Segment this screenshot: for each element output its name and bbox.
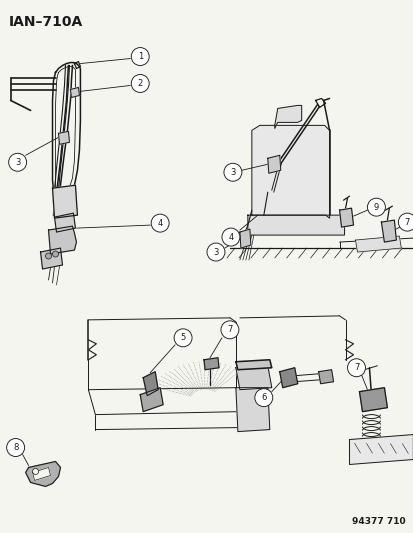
Polygon shape xyxy=(355,236,400,252)
Text: 5: 5 xyxy=(180,333,185,342)
Text: 3: 3 xyxy=(15,158,20,167)
Circle shape xyxy=(223,163,241,181)
Polygon shape xyxy=(33,467,50,480)
Polygon shape xyxy=(279,368,297,387)
Polygon shape xyxy=(48,226,76,254)
Text: 3: 3 xyxy=(213,247,218,256)
Text: 9: 9 xyxy=(373,203,378,212)
Polygon shape xyxy=(267,155,280,173)
Text: 1: 1 xyxy=(137,52,142,61)
Circle shape xyxy=(33,469,38,474)
Circle shape xyxy=(347,359,365,377)
Text: 4: 4 xyxy=(228,232,233,241)
Circle shape xyxy=(131,75,149,92)
Text: 7: 7 xyxy=(404,217,409,227)
Polygon shape xyxy=(204,358,218,370)
Circle shape xyxy=(45,253,51,259)
Polygon shape xyxy=(235,360,271,370)
Polygon shape xyxy=(26,462,60,487)
Polygon shape xyxy=(235,366,271,390)
Text: 8: 8 xyxy=(13,443,18,452)
Polygon shape xyxy=(55,213,75,232)
Text: 4: 4 xyxy=(157,219,162,228)
Circle shape xyxy=(367,198,385,216)
Circle shape xyxy=(221,321,238,339)
Text: 7: 7 xyxy=(353,363,358,372)
Circle shape xyxy=(174,329,192,347)
Text: 3: 3 xyxy=(230,168,235,177)
Text: 2: 2 xyxy=(137,79,142,88)
Circle shape xyxy=(151,214,169,232)
Polygon shape xyxy=(251,125,329,218)
Polygon shape xyxy=(318,370,333,384)
Polygon shape xyxy=(40,248,62,269)
Circle shape xyxy=(131,47,149,66)
Polygon shape xyxy=(140,387,163,411)
Circle shape xyxy=(221,228,239,246)
Text: 6: 6 xyxy=(261,393,266,402)
Polygon shape xyxy=(235,387,269,432)
Circle shape xyxy=(206,243,224,261)
Text: IAN–710A: IAN–710A xyxy=(9,15,83,29)
Polygon shape xyxy=(349,434,412,464)
Polygon shape xyxy=(358,387,387,411)
Polygon shape xyxy=(247,215,344,235)
Text: 7: 7 xyxy=(227,325,232,334)
Circle shape xyxy=(254,389,272,407)
Polygon shape xyxy=(239,229,250,248)
Polygon shape xyxy=(143,372,158,395)
Polygon shape xyxy=(58,131,69,144)
Text: 94377 710: 94377 710 xyxy=(351,518,404,526)
Polygon shape xyxy=(274,106,301,128)
Polygon shape xyxy=(52,185,77,218)
Circle shape xyxy=(7,439,24,456)
Circle shape xyxy=(52,251,58,257)
Polygon shape xyxy=(339,208,353,227)
Polygon shape xyxy=(70,87,79,98)
Circle shape xyxy=(397,213,413,231)
Polygon shape xyxy=(380,220,395,242)
Circle shape xyxy=(9,154,26,171)
